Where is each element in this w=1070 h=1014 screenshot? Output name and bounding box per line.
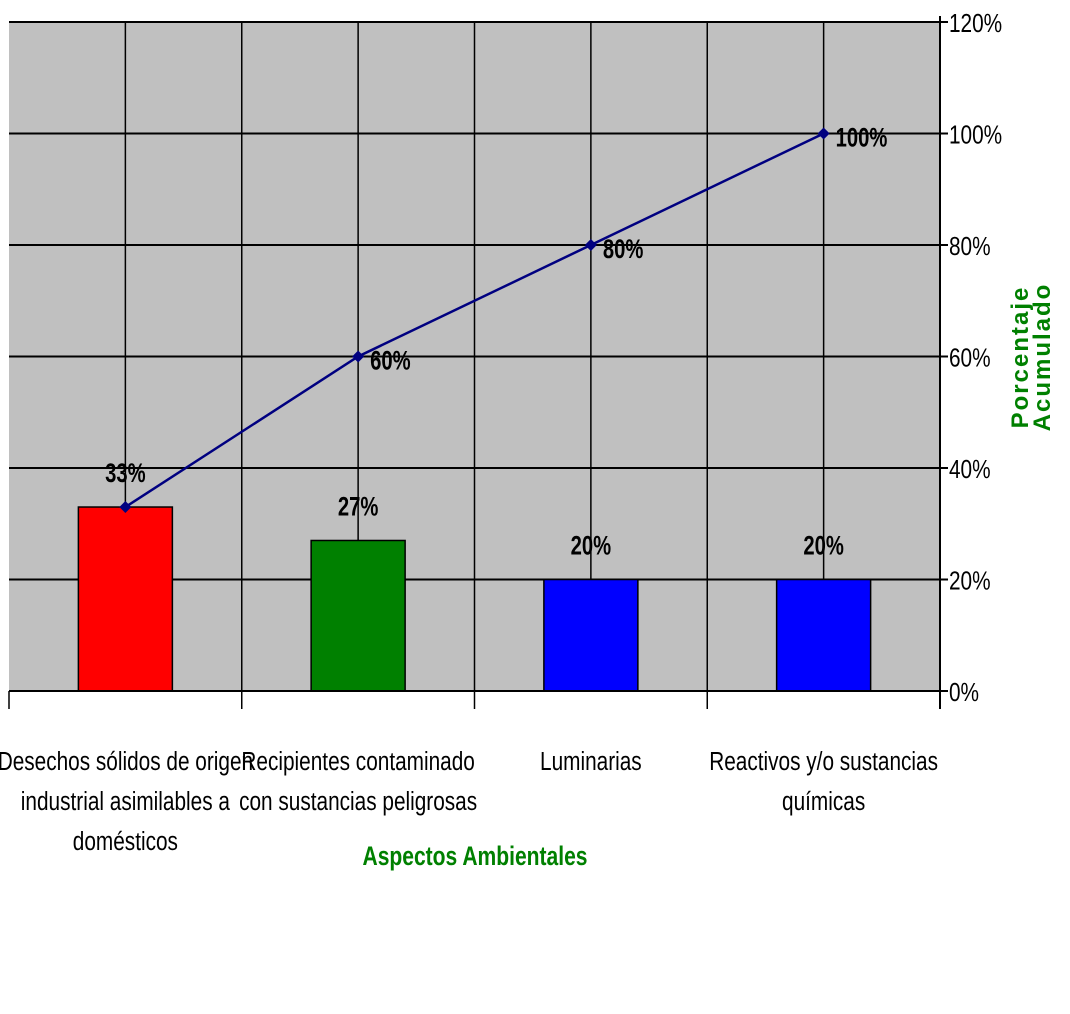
y-axis-title: PorcentajeAcumulado	[1007, 283, 1056, 432]
line-data-label: 80%	[603, 234, 644, 265]
category-label: Recipientes contaminado	[241, 747, 474, 776]
line-point	[119, 501, 132, 514]
line-point	[817, 127, 830, 140]
y-tick-label: 40%	[949, 455, 991, 484]
category-labels: Desechos sólidos de origen industrial asi…	[0, 747, 938, 856]
bar	[543, 578, 639, 692]
bar	[77, 506, 174, 692]
y-tick-label: 20%	[949, 566, 991, 595]
data-labels: 33% 27% 20% 20% 60% 80% 100%	[105, 123, 887, 562]
y-tick-label: 120%	[949, 9, 1002, 38]
bar-data-label: 20%	[571, 531, 612, 562]
bar-series	[77, 506, 872, 692]
bar-data-label: 20%	[803, 531, 844, 562]
y-tick-label: 60%	[949, 343, 991, 372]
category-label: Reactivos y/o sustancias	[709, 747, 938, 776]
line-point	[352, 350, 365, 363]
bar-data-label: 27%	[338, 492, 379, 523]
bar-data-label: 33%	[105, 458, 146, 489]
cumulative-line-series	[119, 127, 830, 514]
line-data-label: 60%	[370, 346, 411, 377]
y-axis-title-line: Acumulado	[1029, 283, 1056, 432]
category-label: químicas	[782, 787, 865, 816]
cumulative-line	[124, 132, 825, 509]
category-label: Desechos sólidos de origen	[0, 747, 253, 776]
axes: 0% 20% 40% 60% 80% 100% 120%	[8, 9, 1002, 709]
category-label: domésticos	[73, 827, 178, 856]
line-data-label: 100%	[836, 123, 888, 154]
bar	[775, 578, 872, 692]
line-point	[584, 239, 597, 251]
category-label: Luminarias	[540, 747, 642, 776]
category-label: industrial asimilables a	[21, 787, 231, 816]
y-axis-title-line: Porcentaje	[1007, 286, 1034, 429]
bar	[310, 539, 406, 692]
y-tick-label: 0%	[949, 678, 979, 707]
y-tick-label: 100%	[949, 120, 1002, 149]
y-tick-label: 80%	[949, 232, 991, 261]
x-axis-title: Aspectos Ambientales	[362, 842, 587, 872]
category-label: con sustancias peligrosas	[239, 787, 477, 816]
